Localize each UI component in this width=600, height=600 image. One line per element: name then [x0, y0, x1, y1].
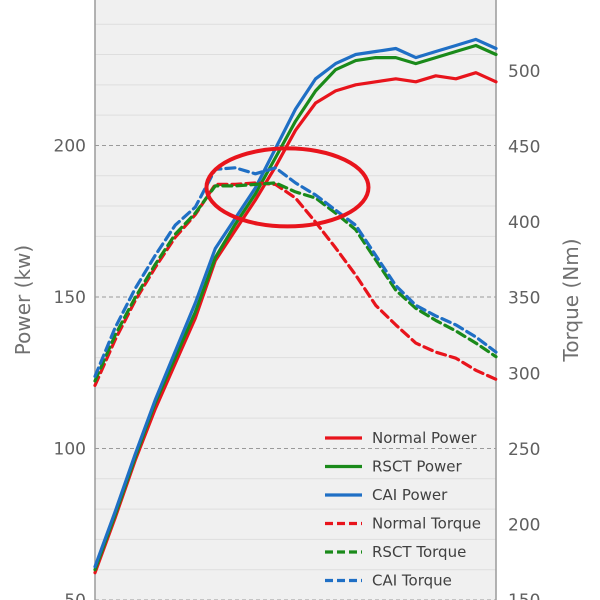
right-tick-label: 150 [508, 591, 540, 600]
legend-item: CAI Torque [325, 572, 452, 590]
series-cai-power [93, 37, 498, 569]
legend-label: CAI Power [372, 486, 448, 504]
highlight-ellipse [204, 146, 371, 229]
left-axis-title: Power (kw) [11, 245, 35, 355]
left-tick-label: 200 [54, 136, 86, 156]
legend: Normal Power RSCT Power CAI Power Normal To… [325, 429, 481, 590]
legend-label: RSCT Torque [372, 543, 466, 561]
right-tick-labels: 150 200 250 300 350 400 450 500 [508, 62, 540, 600]
left-tick-labels: 50 100 150 200 [54, 136, 86, 600]
legend-label: CAI Torque [372, 572, 452, 590]
legend-label: RSCT Power [372, 458, 463, 476]
legend-item: RSCT Power [325, 458, 463, 476]
left-tick-label: 50 [64, 591, 86, 600]
right-tick-label: 350 [508, 289, 540, 309]
legend-label: Normal Torque [372, 515, 481, 533]
series-rsct-torque [93, 181, 498, 383]
right-tick-label: 250 [508, 440, 540, 460]
legend-item: Normal Power [325, 429, 477, 447]
right-axis-title: Torque (Nm) [559, 238, 583, 362]
legend-item: RSCT Torque [325, 543, 466, 561]
series-normal-torque [93, 181, 498, 387]
legend-label: Normal Power [372, 429, 477, 447]
series-lines [93, 37, 498, 575]
right-tick-label: 450 [508, 138, 540, 158]
right-tick-label: 300 [508, 364, 540, 384]
right-tick-label: 200 [508, 515, 540, 535]
series-normal-power [93, 71, 498, 575]
legend-item: CAI Power [325, 486, 448, 504]
right-tick-label: 400 [508, 213, 540, 233]
major-gridlines [95, 144, 496, 600]
left-tick-label: 150 [54, 288, 86, 308]
right-tick-label: 500 [508, 62, 540, 82]
legend-item: Normal Torque [325, 515, 481, 533]
series-cai-torque [93, 166, 498, 378]
left-tick-label: 100 [54, 439, 86, 459]
plot-background [95, 0, 496, 600]
